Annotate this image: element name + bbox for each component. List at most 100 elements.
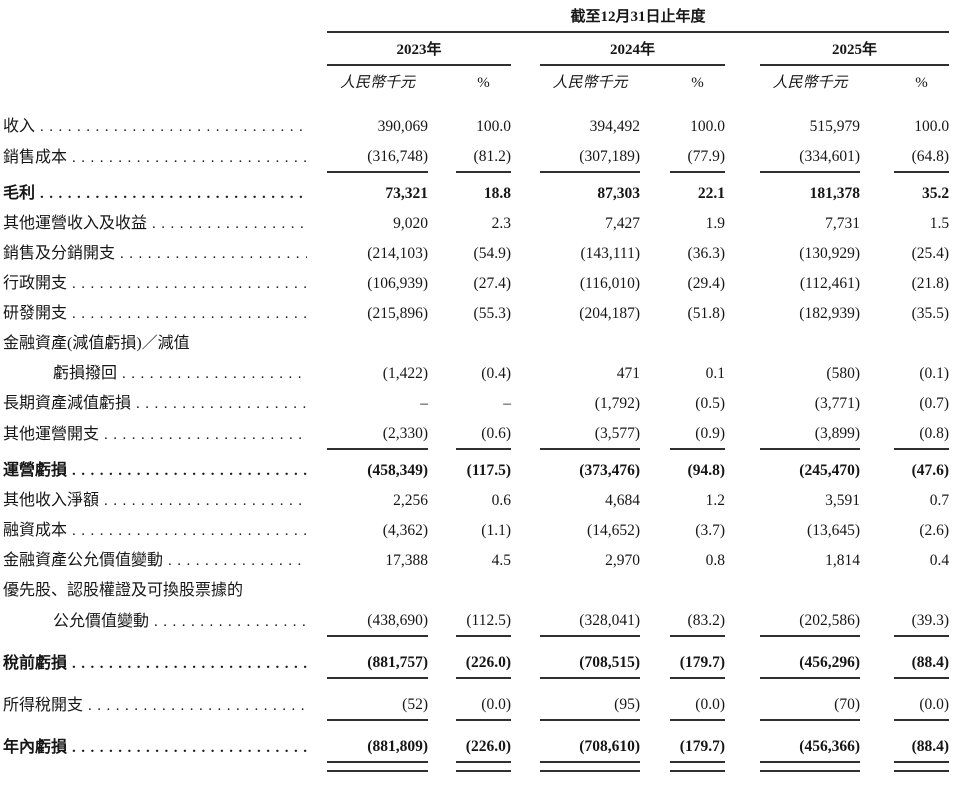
- table-row: 銷售成本 (316,748) (81.2) (307,189) (77.9) (334,6…: [3, 141, 949, 172]
- cell-value: (881,809): [367, 738, 428, 755]
- table-row: 銷售及分銷開支 (214,103) (54.9) (143,111) (36.3) (13…: [3, 238, 949, 268]
- cell-value: 2,256: [393, 492, 428, 509]
- cell-value: (70): [834, 696, 860, 713]
- rule-line: [760, 761, 860, 772]
- rule-row: [3, 448, 950, 455]
- rule-line: [540, 635, 640, 647]
- cell-value: (0.0): [695, 696, 725, 713]
- row-label: 收入: [3, 118, 36, 135]
- cell-value: 87,303: [597, 185, 640, 202]
- row-label: 銷售成本: [3, 149, 68, 166]
- table-row: 年內虧損 (881,809) (226.0) (708,610) (179.7) (456…: [3, 731, 949, 762]
- cell-value: (0.4): [481, 365, 511, 382]
- table-row: 行政開支 (106,939) (27.4) (116,010) (29.4) (112,4…: [3, 268, 949, 298]
- cell-value: (130,929): [799, 245, 860, 262]
- leader-dots: [72, 273, 307, 290]
- cell-value: –: [503, 395, 511, 412]
- row-label: 所得稅開支: [3, 697, 84, 714]
- row-label: 毛利: [3, 185, 36, 202]
- cell-value: 515,979: [809, 118, 860, 135]
- rule-line: [760, 677, 860, 689]
- cell-value: 35.2: [921, 185, 950, 202]
- cell-value: 7,731: [825, 215, 860, 232]
- row-label: 融資成本: [3, 522, 68, 539]
- rule-line: [327, 677, 428, 689]
- rule-line: [670, 761, 725, 772]
- cell-value: (226.0): [465, 738, 511, 755]
- cell-value: 9,020: [393, 215, 428, 232]
- cell-value: (88.4): [911, 654, 950, 671]
- table-body: 收入 390,069 100.0 394,492 100.0 515,979 100.0 銷售…: [3, 111, 950, 772]
- leader-dots: [104, 424, 307, 441]
- row-label: 其他收入淨額: [3, 492, 100, 509]
- table-row: 其他收入淨額 2,256 0.6 4,684 1.2 3,591 0.7: [3, 485, 949, 515]
- row-label: 其他運營開支: [3, 426, 100, 443]
- year-header-2025: 2025年: [760, 32, 950, 66]
- rule-line: [760, 719, 860, 731]
- rule-line: [670, 448, 725, 455]
- cell-value: –: [420, 395, 428, 412]
- cell-value: 181,378: [809, 185, 860, 202]
- cell-value: 100.0: [476, 118, 511, 135]
- row-label: 稅前虧損: [3, 655, 68, 672]
- percent-label: %: [691, 75, 704, 91]
- leader-dots: [72, 653, 307, 670]
- table-row: 其他運營開支 (2,330) (0.6) (3,577) (0.9) (3,899) (0.…: [3, 418, 949, 449]
- leader-dots: [88, 695, 307, 712]
- table-row: 金融資產公允價值變動 17,388 4.5 2,970 0.8 1,814 0.4: [3, 545, 949, 575]
- rule-line: [540, 719, 640, 731]
- rule-line: [327, 635, 428, 647]
- cell-value: 0.4: [929, 552, 950, 569]
- leader-dots: [104, 490, 307, 507]
- units-header-row: 人民幣千元 % 人民幣千元 % 人民幣千元 %: [3, 65, 949, 111]
- year-header-2023: 2023年: [327, 32, 511, 66]
- rule-line: [327, 171, 428, 178]
- cell-value: (77.9): [687, 148, 725, 165]
- cell-value: (2.6): [919, 522, 950, 539]
- period-header: 截至12月31日止年度: [327, 6, 950, 33]
- rule-row: [3, 677, 950, 689]
- rule-line: [540, 171, 640, 178]
- cell-value: 0.8: [705, 552, 725, 569]
- year-header-2024: 2024年: [540, 32, 725, 66]
- cell-value: (580): [826, 365, 860, 382]
- leader-dots: [136, 393, 307, 410]
- cell-value: (307,189): [579, 148, 640, 165]
- cell-value: (334,601): [799, 148, 860, 165]
- row-label: 銷售及分銷開支: [3, 245, 116, 262]
- cell-value: (27.4): [473, 275, 511, 292]
- cell-value: (3,577): [594, 425, 640, 442]
- leader-dots: [120, 243, 307, 260]
- rule-line: [894, 761, 950, 772]
- cell-value: 18.8: [483, 185, 511, 202]
- cell-value: (1,422): [382, 365, 428, 382]
- table-row: 其他運營收入及收益 9,020 2.3 7,427 1.9 7,731 1.5: [3, 208, 949, 238]
- income-statement-table: 截至12月31日止年度 2023年 2024年 2025年 人民幣千元 % 人民…: [3, 6, 950, 772]
- cell-value: (0.9): [695, 425, 725, 442]
- cell-value: (55.3): [473, 305, 511, 322]
- cell-value: (215,896): [367, 305, 428, 322]
- cell-value: (373,476): [579, 462, 640, 479]
- cell-value: (81.2): [473, 148, 511, 165]
- leader-dots: [72, 520, 307, 537]
- cell-value: (0.7): [919, 395, 950, 412]
- period-header-row: 截至12月31日止年度: [3, 6, 950, 33]
- rule-line: [894, 719, 950, 731]
- cell-value: (179.7): [679, 738, 725, 755]
- cell-value: (94.8): [687, 462, 725, 479]
- rule-line: [760, 448, 860, 455]
- cell-value: (13,645): [807, 522, 860, 539]
- cell-value: 3,591: [825, 492, 860, 509]
- cell-value: (0.0): [919, 696, 950, 713]
- cell-value: 1,814: [825, 552, 860, 569]
- row-label: 金融資產公允價值變動: [3, 552, 164, 569]
- percent-label: %: [915, 75, 928, 91]
- row-label: 運營虧損: [3, 462, 68, 479]
- rule-line: [760, 635, 860, 647]
- cell-value: (52): [402, 696, 428, 713]
- rule-line: [540, 448, 640, 455]
- row-label: 長期資產減值虧損: [3, 395, 132, 412]
- table-row: 融資成本 (4,362) (1.1) (14,652) (3.7) (13,645) (2.…: [3, 515, 949, 545]
- cell-value: 1.5: [929, 215, 950, 232]
